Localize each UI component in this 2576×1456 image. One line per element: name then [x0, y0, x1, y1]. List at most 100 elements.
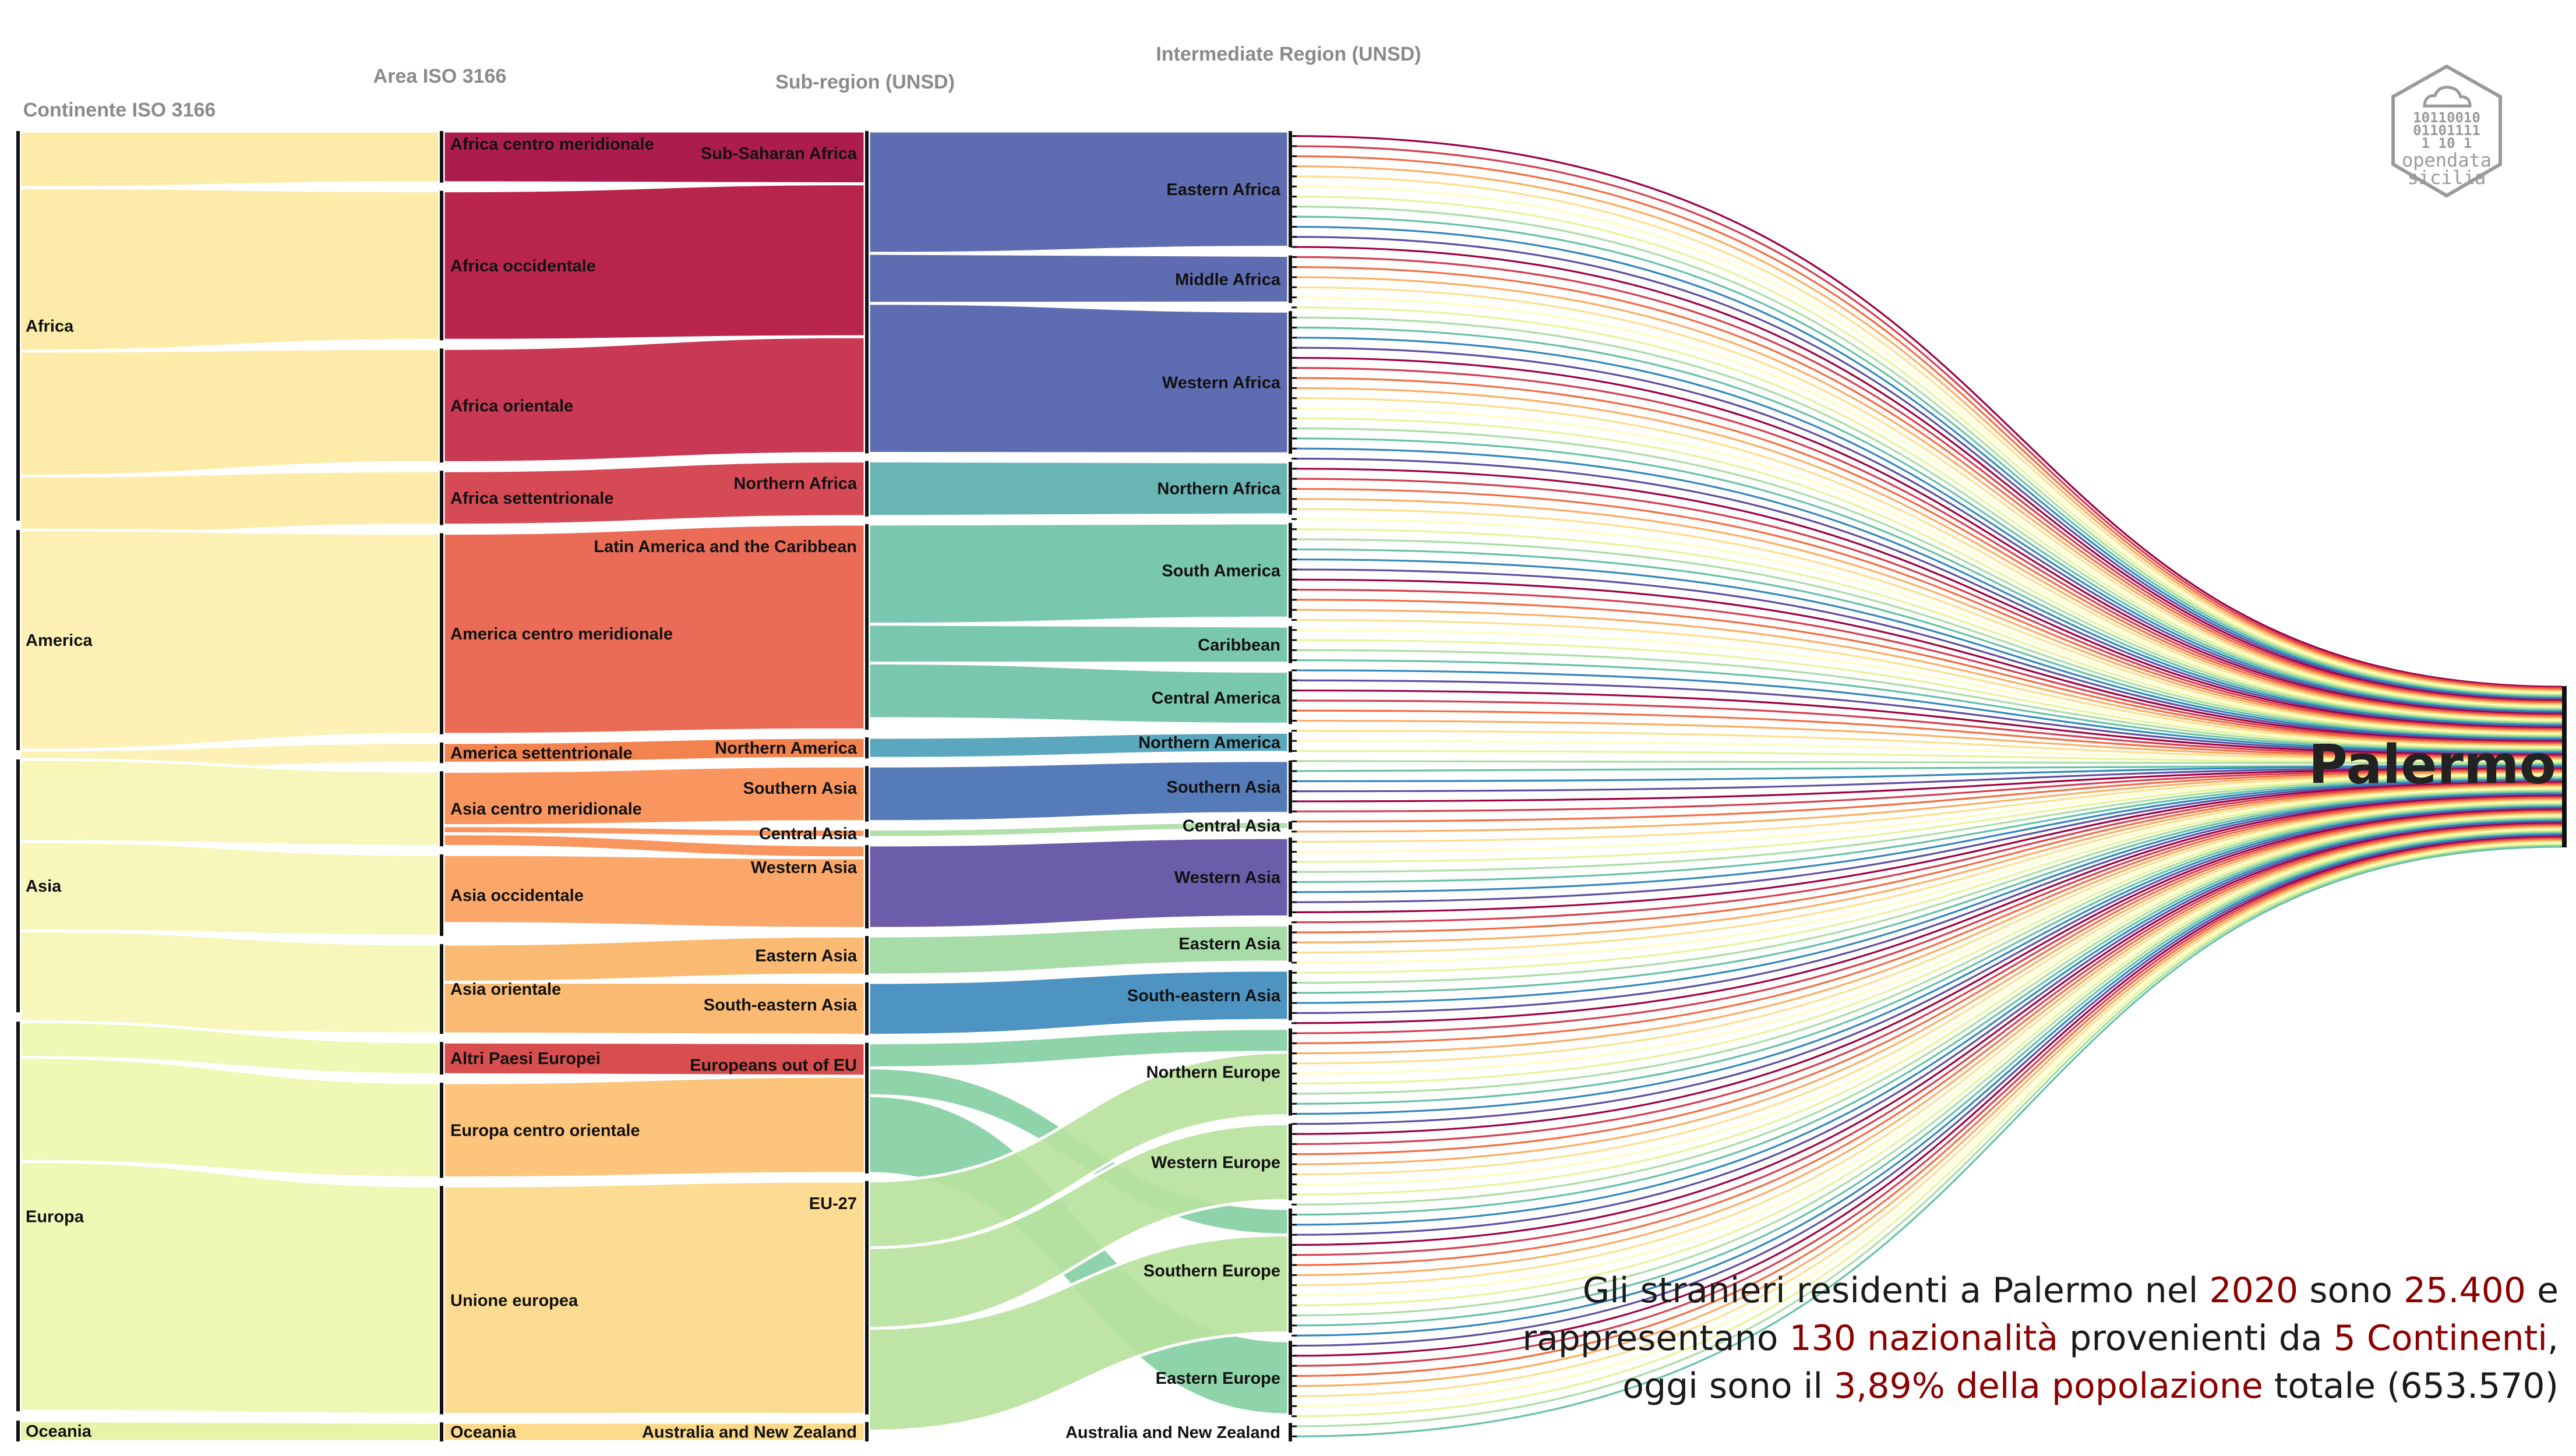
caption-year: 2020	[2209, 1270, 2299, 1311]
nationality-flow-line	[1293, 699, 2563, 757]
nationality-flow-line	[1293, 326, 2563, 712]
nationality-flow-line	[1293, 659, 2563, 752]
node-intermediate-central-america	[1289, 671, 1292, 725]
nationality-flow-line	[1293, 427, 2563, 724]
link-asia-orientale-to-eastern-asia	[442, 934, 867, 984]
nationality-flow-line	[1293, 843, 2563, 1418]
intermediate-label-northern-europe: Northern Europe	[1146, 1063, 1280, 1082]
nationality-flow-line	[1293, 599, 2563, 745]
nationality-flow-line	[1293, 619, 2563, 747]
intermediate-label-southern-asia: Southern Asia	[1166, 778, 1280, 797]
opendata-sicilia-logo: 10110010 01101111 1 10 1 opendata sicili…	[2391, 64, 2502, 198]
nationality-flow-line	[1293, 215, 2563, 698]
node-intermediate-northern-europe	[1289, 1028, 1292, 1116]
nationality-flow-line	[1293, 813, 2563, 1175]
nationality-flow-line	[1293, 779, 2563, 893]
node-intermediate-australia-and-new-zealand	[1289, 1423, 1292, 1441]
node-intermediate-southern-europe	[1289, 1208, 1292, 1333]
link-africa-to-africa-occidentale	[18, 186, 442, 353]
intermediate-label-south-eastern-asia: South-eastern Asia	[1127, 987, 1281, 1005]
nationality-flow-line	[1293, 783, 2563, 934]
area-label-africa-occidentale: Africa occidentale	[450, 257, 596, 275]
nationality-flow-line	[1293, 225, 2563, 699]
nationality-flow-line	[1293, 800, 2563, 1065]
subregion-label-latin-america-and-the-caribbean: Latin America and the Caribbean	[594, 538, 857, 556]
nationality-flow-line	[1293, 805, 2563, 1105]
intermediate-label-eastern-asia: Eastern Asia	[1178, 935, 1280, 953]
intermediate-label-eastern-africa: Eastern Africa	[1166, 181, 1280, 199]
intermediate-label-western-europe: Western Europe	[1151, 1153, 1280, 1172]
nationality-flow-line	[1293, 347, 2563, 714]
area-label-africa-centro-meridionale: Africa centro meridionale	[450, 135, 654, 154]
nationality-flow-line	[1293, 833, 2563, 1337]
nationality-flow-line	[1293, 827, 2563, 1287]
nationality-flow-line	[1293, 810, 2563, 1146]
node-area-africa-occidentale	[440, 190, 443, 341]
continent-label-america: America	[26, 631, 93, 650]
intermediate-label-central-asia: Central Asia	[1183, 817, 1281, 835]
nationality-flow-line	[1293, 518, 2563, 735]
column-headers: Continente ISO 3166 Area ISO 3166 Sub-regi…	[23, 43, 1421, 121]
node-subregion-latin-america-and-the-caribbean	[865, 524, 869, 730]
nationality-flow-line	[1293, 679, 2563, 755]
nationality-flow-line	[1293, 842, 2563, 1408]
link-europa-to-altri-paesi-europei	[18, 1020, 442, 1076]
node-subregion-western-asia	[865, 844, 869, 929]
node-area-oceania	[440, 1422, 443, 1441]
intermediate-label-northern-america: Northern America	[1138, 734, 1281, 752]
link-northern-america-to-northern-america	[867, 730, 1290, 760]
logo-name-1: opendata	[2402, 149, 2492, 171]
nationality-flow-line	[1293, 266, 2563, 704]
nationality-flow-line	[1293, 808, 2563, 1135]
logo-name-2: sicilia	[2408, 167, 2486, 189]
nationality-flow-line	[1293, 719, 2563, 760]
nationality-flow-line	[1293, 256, 2563, 703]
nationality-flow-line	[1293, 765, 2563, 782]
nationality-flow-line	[1293, 689, 2563, 756]
node-area-unione-europea	[440, 1186, 443, 1415]
nationality-flow-line	[1293, 807, 2563, 1125]
nationality-flow-line	[1293, 791, 2563, 994]
nationality-flow-line	[1293, 175, 2563, 693]
node-area-altri-paesi-europei	[440, 1042, 443, 1075]
nationality-flow-line	[1293, 792, 2563, 1004]
nationality-flow-line	[1293, 296, 2563, 708]
link-latin-america-and-the-caribbean-to-central-america	[867, 661, 1290, 726]
nationality-flow-line	[1293, 835, 2563, 1347]
area-label-america-centro-meridionale: America centro meridionale	[450, 625, 673, 644]
node-subregion-europeans-out-of-eu	[865, 1042, 869, 1174]
nationality-flow-line	[1293, 782, 2563, 924]
area-label-asia-occidentale: Asia occidentale	[450, 886, 584, 905]
subregion-label-australia-and-new-zealand: Australia and New Zealand	[642, 1423, 857, 1441]
node-subregion-southern-asia	[865, 766, 869, 822]
node-area-europa-centro-orientale	[440, 1083, 443, 1178]
caption-text: totale (653.570)	[2263, 1366, 2559, 1406]
nationality-flow-line	[1293, 801, 2563, 1075]
nationality-flow-line	[1293, 437, 2563, 725]
link-africa-to-africa-centro-meridionale	[18, 129, 442, 189]
intermediate-label-northern-africa: Northern Africa	[1157, 479, 1280, 498]
node-intermediate-western-africa	[1289, 311, 1292, 454]
node-intermediate-western-europe	[1289, 1123, 1292, 1201]
continent-label-asia: Asia	[26, 877, 62, 896]
nationality-flow-line	[1293, 447, 2563, 726]
link-europa-to-europa-centro-orientale	[18, 1055, 442, 1179]
nationality-flow-line	[1293, 760, 2563, 765]
area-label-america-settentrionale: America settentrionale	[450, 744, 633, 763]
nationality-flow-line	[1293, 286, 2563, 706]
nationality-flow-line	[1293, 794, 2563, 1024]
area-label-asia-orientale: Asia orientale	[450, 980, 561, 999]
caption-text: oggi sono il	[1622, 1366, 1834, 1406]
nationality-flow-line	[1293, 246, 2563, 702]
nationality-flow-line	[1293, 568, 2563, 741]
node-area-africa-settentrionale	[440, 471, 443, 525]
nationality-flow-line	[1293, 740, 2563, 762]
node-intermediate-southern-asia	[1289, 760, 1292, 814]
caption-text: ,	[2547, 1318, 2559, 1359]
nationality-flow-line	[1293, 629, 2563, 749]
node-intermediate-northern-america	[1289, 732, 1292, 752]
nationality-flow-line	[1293, 825, 2563, 1266]
continent-label-europa: Europa	[26, 1208, 84, 1227]
intermediate-label-south-america: South America	[1162, 561, 1280, 580]
nationality-flow-line	[1293, 236, 2563, 700]
